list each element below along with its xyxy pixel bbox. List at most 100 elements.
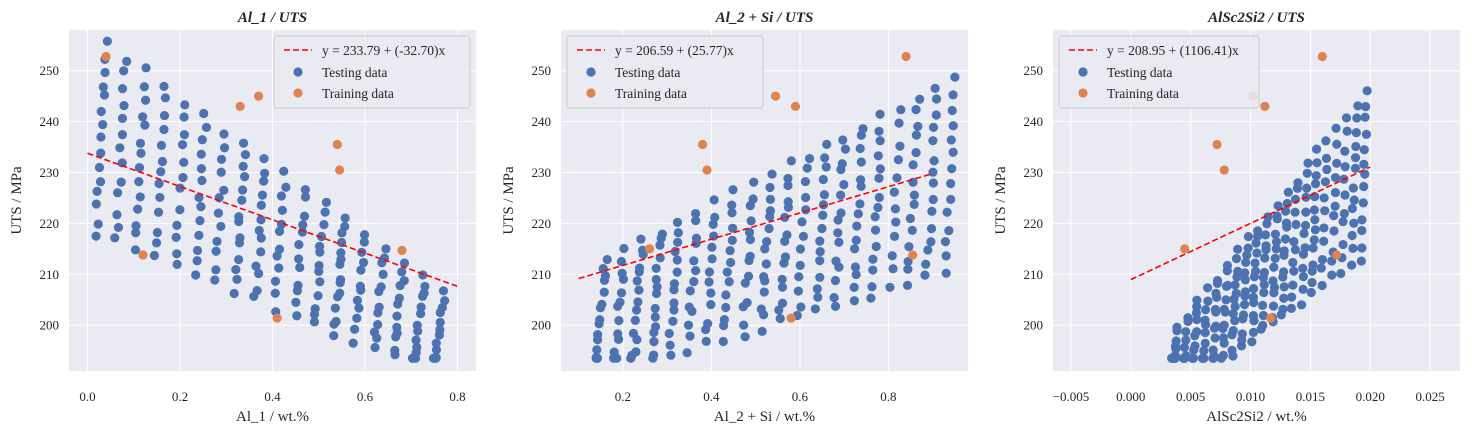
- testing-point: [631, 305, 642, 315]
- testing-point: [833, 228, 843, 238]
- testing-point: [213, 208, 224, 218]
- testing-point: [112, 188, 123, 198]
- testing-point: [1219, 304, 1229, 314]
- testing-point: [815, 256, 825, 266]
- testing-point: [634, 285, 644, 295]
- testing-point: [894, 118, 904, 128]
- chart-title: AlSc2Si2 / UTS: [1207, 10, 1305, 26]
- testing-point: [1289, 266, 1299, 276]
- testing-point: [1357, 215, 1367, 225]
- testing-point: [721, 290, 731, 300]
- testing-point: [948, 121, 958, 131]
- testing-point: [801, 205, 811, 215]
- testing-point: [1310, 225, 1320, 235]
- testing-point: [1348, 243, 1358, 253]
- testing-point: [744, 227, 755, 238]
- training-point: [138, 250, 148, 260]
- testing-point: [216, 167, 226, 177]
- testing-point: [110, 233, 120, 243]
- fit-line: [87, 152, 458, 288]
- testing-point: [1312, 158, 1322, 168]
- testing-point: [947, 164, 957, 174]
- testing-point: [231, 265, 241, 275]
- testing-point: [1183, 313, 1193, 323]
- testing-point: [691, 266, 701, 276]
- testing-point: [1347, 203, 1357, 214]
- testing-point: [762, 236, 772, 247]
- legend-testing-swatch: [1078, 67, 1088, 77]
- testing-point: [211, 265, 221, 275]
- testing-point: [435, 317, 445, 327]
- testing-point: [690, 208, 701, 219]
- testing-point: [1340, 162, 1350, 172]
- testing-point: [849, 244, 860, 254]
- testing-point: [420, 281, 430, 292]
- testing-point: [727, 208, 737, 218]
- testing-point: [1199, 346, 1209, 356]
- training-point: [254, 91, 264, 101]
- testing-point: [196, 163, 207, 174]
- testing-point: [818, 210, 828, 220]
- testing-point: [254, 268, 264, 279]
- training-point: [332, 139, 342, 150]
- testing-point: [159, 81, 169, 91]
- testing-point: [780, 212, 790, 222]
- testing-point: [1199, 353, 1209, 363]
- testing-point: [617, 268, 627, 278]
- testing-point: [1269, 262, 1279, 272]
- testing-point: [431, 345, 442, 355]
- testing-point: [319, 220, 329, 230]
- testing-point: [613, 329, 623, 339]
- testing-point: [668, 316, 678, 326]
- testing-point: [1259, 280, 1269, 290]
- testing-point: [159, 110, 170, 121]
- testing-point: [1237, 329, 1247, 339]
- testing-point: [1308, 260, 1318, 270]
- testing-point: [902, 280, 913, 290]
- x-tick-label: 0.025: [1415, 389, 1444, 404]
- testing-point: [1200, 338, 1210, 349]
- testing-point: [1238, 310, 1249, 320]
- testing-point: [838, 135, 848, 145]
- testing-point: [352, 295, 363, 305]
- testing-point: [1360, 169, 1370, 179]
- testing-point: [609, 347, 619, 357]
- testing-point: [708, 219, 718, 230]
- testing-point: [795, 244, 806, 254]
- y-axis-label: UTS / MPa: [993, 166, 1009, 235]
- testing-point: [1290, 245, 1300, 255]
- legend: y = 206.59 + (25.77)x Testing data Trainin…: [566, 35, 764, 109]
- testing-point: [315, 277, 325, 287]
- testing-point: [868, 254, 878, 264]
- training-point: [770, 91, 781, 101]
- testing-point: [839, 180, 849, 190]
- testing-point: [431, 338, 441, 348]
- testing-point: [1329, 211, 1339, 221]
- testing-point: [722, 267, 732, 277]
- testing-point: [136, 148, 146, 158]
- testing-point: [718, 336, 728, 347]
- testing-point: [98, 119, 108, 130]
- testing-point: [921, 259, 931, 269]
- testing-point: [628, 328, 639, 338]
- testing-point: [616, 288, 627, 298]
- testing-point: [1239, 300, 1250, 310]
- testing-point: [92, 186, 102, 196]
- testing-point: [355, 281, 365, 291]
- testing-point: [295, 262, 305, 273]
- testing-point: [666, 350, 676, 360]
- training-point: [101, 51, 111, 62]
- testing-point: [1250, 266, 1261, 276]
- testing-point: [911, 147, 921, 158]
- testing-point: [1243, 231, 1253, 242]
- training-point: [901, 51, 911, 62]
- y-tick-label: 240: [532, 114, 552, 129]
- x-tick-label: 0.2: [172, 389, 188, 404]
- testing-point: [913, 121, 923, 131]
- testing-point: [1230, 301, 1240, 312]
- testing-point: [874, 192, 884, 203]
- testing-point: [122, 56, 132, 67]
- testing-point: [892, 173, 902, 183]
- testing-point: [673, 228, 683, 238]
- x-tick-label: 0.015: [1296, 389, 1325, 404]
